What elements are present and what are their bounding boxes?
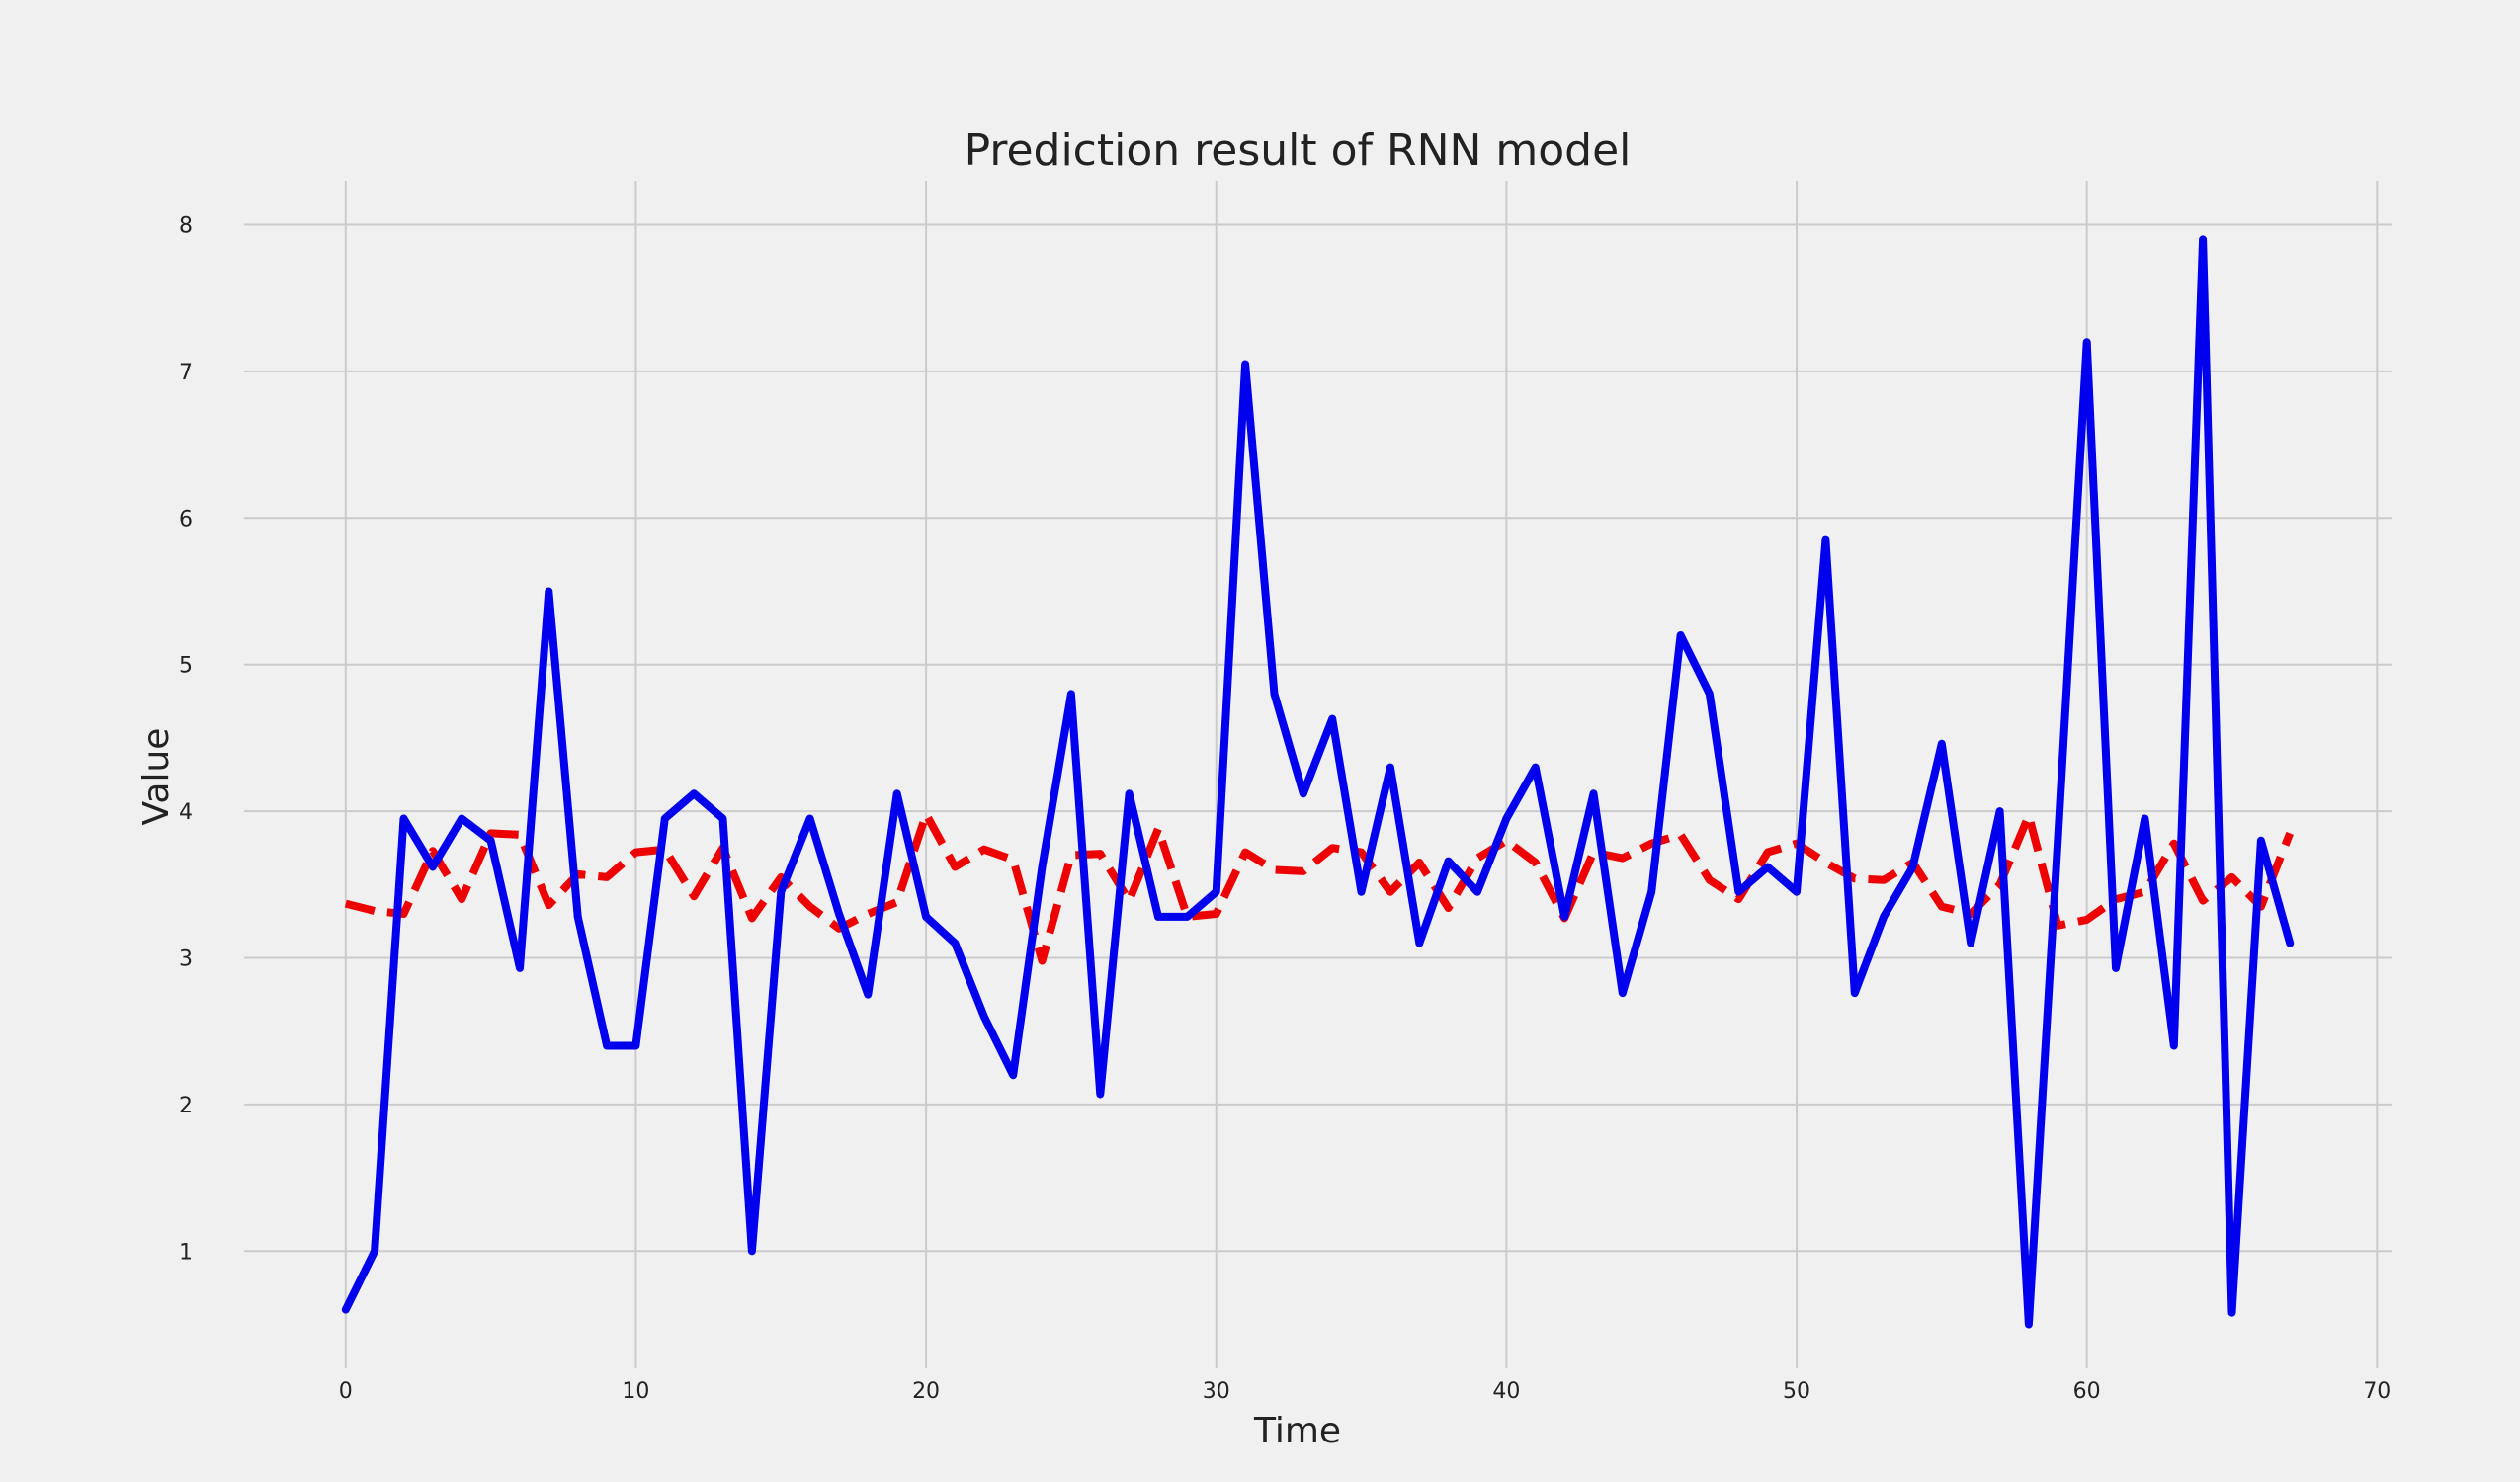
y-tick-label: 7 (179, 361, 193, 385)
x-tick-label: 70 (2363, 1379, 2391, 1404)
y-tick-label: 1 (179, 1240, 193, 1265)
y-gridlines (244, 223, 2392, 1253)
x-tick-label: 10 (622, 1379, 649, 1404)
x-tick-label: 30 (1203, 1379, 1230, 1404)
series-line-solid (341, 235, 2295, 1329)
y-tick-label: 5 (179, 654, 193, 679)
y-tick-label: 4 (179, 800, 193, 825)
y-axis-label: Value (136, 728, 177, 826)
x-tick-labels: 0 10 20 30 40 50 60 70 (339, 1379, 2392, 1404)
x-tick-label: 40 (1492, 1379, 1520, 1404)
x-tick-label: 60 (2073, 1379, 2101, 1404)
x-tick-label: 0 (339, 1379, 353, 1404)
y-tick-label: 2 (179, 1094, 193, 1118)
y-tick-label: 3 (179, 947, 193, 971)
x-tick-label: 20 (912, 1379, 940, 1404)
y-tick-label: 8 (179, 214, 193, 239)
y-tick-labels: 1 2 3 4 5 6 7 8 (179, 214, 193, 1266)
series-layer (341, 235, 2295, 1329)
series-line-dashed (344, 810, 2294, 965)
x-tick-label: 50 (1783, 1379, 1810, 1404)
x-axis-label: Time (1253, 1411, 1341, 1451)
chart-title: Prediction result of RNN model (965, 125, 1632, 176)
y-tick-label: 6 (179, 507, 193, 532)
